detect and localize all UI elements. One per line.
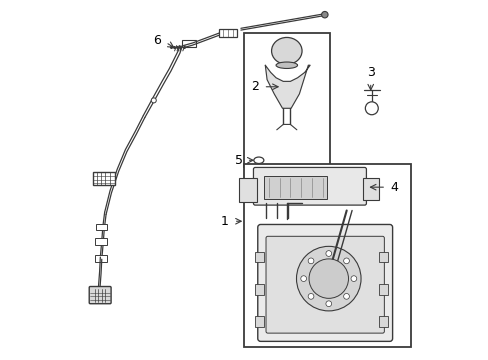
FancyBboxPatch shape [89, 287, 111, 304]
Bar [264, 176, 326, 199]
Bar [378, 284, 387, 295]
Bar [182, 40, 196, 46]
Bar [93, 172, 115, 185]
Circle shape [365, 102, 378, 115]
Circle shape [350, 276, 356, 282]
Bar [255, 316, 264, 327]
Circle shape [321, 12, 327, 18]
Bar [94, 255, 106, 262]
Polygon shape [265, 65, 309, 108]
Ellipse shape [276, 62, 297, 68]
Ellipse shape [253, 157, 264, 163]
Circle shape [307, 293, 313, 299]
Bar [255, 252, 264, 262]
Circle shape [308, 259, 348, 298]
Circle shape [300, 276, 306, 282]
Circle shape [343, 258, 349, 264]
FancyBboxPatch shape [265, 236, 384, 333]
Circle shape [325, 301, 331, 307]
Circle shape [325, 251, 331, 256]
Bar [244, 164, 410, 347]
Bar [378, 252, 387, 262]
Bar [244, 33, 329, 167]
FancyBboxPatch shape [253, 167, 366, 205]
Bar [239, 178, 257, 202]
Bar [96, 224, 106, 230]
Circle shape [307, 258, 313, 264]
Circle shape [343, 293, 349, 299]
Ellipse shape [271, 37, 302, 64]
Circle shape [151, 98, 156, 103]
Text: 2: 2 [250, 80, 258, 93]
Text: 4: 4 [390, 181, 398, 194]
Text: 5: 5 [234, 154, 242, 167]
Bar [362, 178, 378, 200]
Text: 1: 1 [220, 215, 228, 228]
Bar [219, 29, 236, 37]
FancyBboxPatch shape [257, 225, 392, 341]
Text: 3: 3 [366, 66, 374, 79]
Bar [94, 238, 106, 245]
Bar [378, 316, 387, 327]
Text: 6: 6 [153, 33, 161, 47]
Bar [255, 284, 264, 295]
Circle shape [296, 246, 360, 311]
